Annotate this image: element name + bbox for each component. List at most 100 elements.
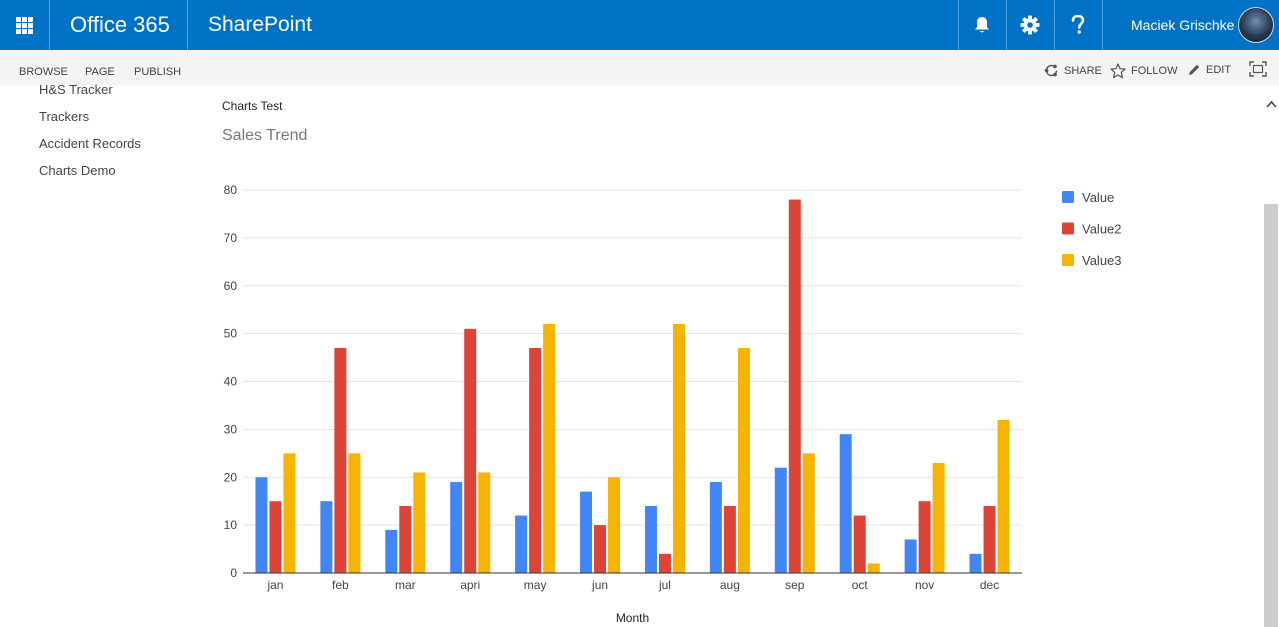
x-tick-label: sep xyxy=(785,578,805,592)
legend-swatch xyxy=(1062,254,1074,266)
y-tick-label: 40 xyxy=(224,375,238,389)
x-tick-label: feb xyxy=(332,578,349,592)
bar[interactable] xyxy=(932,462,945,573)
vertical-scrollbar[interactable] xyxy=(1263,85,1279,627)
nav-item-trackers[interactable]: Trackers xyxy=(39,109,90,124)
y-tick-label: 20 xyxy=(224,470,238,484)
bar[interactable] xyxy=(723,505,736,573)
bar[interactable] xyxy=(969,553,982,573)
x-tick-label: aug xyxy=(720,578,740,592)
help-button[interactable] xyxy=(1055,0,1101,50)
nav-item-accident-records[interactable]: Accident Records xyxy=(39,136,141,151)
settings-button[interactable] xyxy=(1007,0,1053,50)
breadcrumb[interactable]: Charts Test xyxy=(222,99,283,113)
star-icon xyxy=(1110,63,1126,79)
y-tick-label: 10 xyxy=(224,518,238,532)
y-tick-label: 80 xyxy=(224,183,238,197)
x-tick-label: may xyxy=(524,578,547,592)
nav-item-hs-tracker[interactable]: H&S Tracker xyxy=(39,82,113,97)
bar[interactable] xyxy=(529,347,542,573)
bar[interactable] xyxy=(802,453,815,573)
bar[interactable] xyxy=(997,419,1010,573)
scroll-up-icon[interactable] xyxy=(1266,100,1277,108)
bar[interactable] xyxy=(413,472,426,573)
bar[interactable] xyxy=(867,563,880,573)
app-launcher-icon xyxy=(16,16,33,34)
suite-bar: Office 365 SharePoint Maciek Grischke xyxy=(0,0,1279,50)
app-launcher-button[interactable] xyxy=(0,0,49,50)
bar[interactable] xyxy=(608,477,621,573)
bar[interactable] xyxy=(283,453,296,573)
office-365-brand[interactable]: Office 365 xyxy=(70,12,170,37)
bar[interactable] xyxy=(737,347,750,573)
bar[interactable] xyxy=(385,529,398,573)
user-name[interactable]: Maciek Grischke xyxy=(1131,17,1235,33)
x-axis-title: Month xyxy=(616,611,649,625)
chart-title: Sales Trend xyxy=(222,127,308,144)
divider xyxy=(1006,0,1007,50)
legend-swatch xyxy=(1062,222,1074,235)
chart-gridlines xyxy=(243,189,1022,526)
divider xyxy=(1102,0,1103,50)
y-tick-label: 70 xyxy=(224,231,238,245)
bar[interactable] xyxy=(269,501,282,573)
bar[interactable] xyxy=(255,477,268,573)
bar[interactable] xyxy=(334,347,347,573)
divider xyxy=(958,0,959,50)
gear-icon xyxy=(1020,15,1040,35)
share-label: SHARE xyxy=(1064,64,1102,77)
share-button[interactable]: SHARE xyxy=(1044,63,1102,78)
bar[interactable] xyxy=(399,505,412,573)
sharepoint-app-title[interactable]: SharePoint xyxy=(208,13,312,36)
bar[interactable] xyxy=(788,199,801,573)
bar[interactable] xyxy=(658,553,671,573)
sales-trend-chart: 0 10 20 30 40 50 60 70 80 jan feb mar apri may jun jul a… xyxy=(224,183,1122,625)
bar[interactable] xyxy=(983,505,996,573)
nav-item-charts-demo[interactable]: Charts Demo xyxy=(39,163,116,178)
tab-page[interactable]: PAGE xyxy=(85,66,115,78)
bar[interactable] xyxy=(672,324,685,573)
notifications-button[interactable] xyxy=(959,0,1005,50)
y-tick-label: 50 xyxy=(224,327,238,341)
edit-label: EDIT xyxy=(1206,64,1232,76)
divider xyxy=(49,0,50,50)
focus-mode-icon xyxy=(1249,61,1267,77)
y-tick-label: 30 xyxy=(224,422,238,436)
focus-mode-button[interactable] xyxy=(1249,61,1272,77)
legend-label: Value xyxy=(1082,190,1114,205)
bar[interactable] xyxy=(450,482,463,573)
avatar[interactable] xyxy=(1238,7,1274,43)
x-tick-label: jan xyxy=(266,578,283,592)
help-icon xyxy=(1071,15,1085,34)
bar[interactable] xyxy=(478,472,491,573)
bar[interactable] xyxy=(644,505,657,573)
bar[interactable] xyxy=(580,491,593,573)
tab-publish[interactable]: PUBLISH xyxy=(134,66,182,78)
bar[interactable] xyxy=(464,328,477,573)
bar[interactable] xyxy=(774,467,787,573)
chart-legend[interactable]: Value Value2 Value3 xyxy=(1062,190,1122,268)
bar[interactable] xyxy=(543,324,556,573)
legend-label: Value3 xyxy=(1082,253,1122,268)
bar[interactable] xyxy=(709,482,722,573)
bar[interactable] xyxy=(348,453,361,573)
y-tick-label: 0 xyxy=(230,566,237,580)
bar[interactable] xyxy=(853,515,866,573)
bar[interactable] xyxy=(904,539,917,573)
legend-swatch xyxy=(1062,191,1074,203)
bar[interactable] xyxy=(839,434,852,573)
follow-button[interactable]: FOLLOW xyxy=(1110,63,1177,79)
chart-axes: 0 10 20 30 40 50 60 70 80 jan feb mar apri may jun jul a… xyxy=(224,183,1022,625)
ribbon: BROWSE PAGE PUBLISH SHARE FOLLOW EDIT xyxy=(0,50,1279,85)
tab-browse[interactable]: BROWSE xyxy=(19,66,68,78)
edit-button[interactable]: EDIT xyxy=(1187,63,1231,77)
legend-label: Value2 xyxy=(1082,222,1122,237)
scrollbar-thumb[interactable] xyxy=(1264,204,1278,627)
x-tick-label: dec xyxy=(980,578,999,592)
bar[interactable] xyxy=(594,525,607,573)
pencil-icon xyxy=(1189,64,1200,75)
share-icon xyxy=(1044,64,1058,77)
bar[interactable] xyxy=(320,501,333,573)
bar[interactable] xyxy=(515,515,528,573)
bar[interactable] xyxy=(918,501,931,573)
